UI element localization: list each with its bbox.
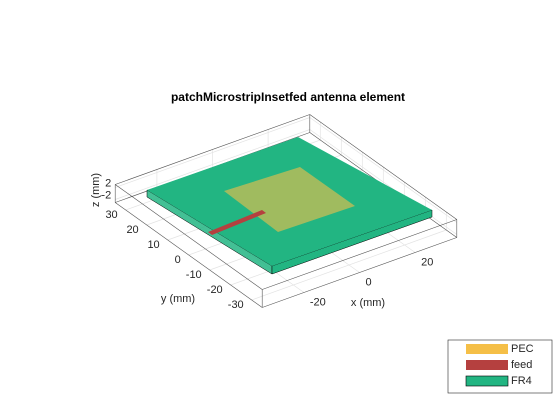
- box-edge: [115, 114, 310, 185]
- x-axis-label: x (mm): [351, 297, 385, 309]
- grid-line: [309, 117, 458, 223]
- box-edge: [115, 202, 263, 308]
- grid-line: [251, 229, 447, 301]
- y-tick-label: 20: [126, 224, 138, 236]
- grid-line: [309, 129, 458, 235]
- y-tick-label: 30: [105, 209, 117, 221]
- x-tick-label: 0: [366, 276, 372, 288]
- y-tick-label: -30: [228, 299, 244, 311]
- x-tick-label: -20: [310, 296, 326, 308]
- legend-label: PEC: [511, 343, 534, 355]
- legend-label: FR4: [511, 375, 532, 387]
- z-tick-label: 2: [105, 177, 111, 189]
- antenna: [146, 137, 433, 275]
- y-tick-label: -10: [186, 269, 202, 281]
- substrate-side: [271, 209, 433, 275]
- x-tick-label: 20: [421, 256, 433, 268]
- z-axis-label: z (mm): [90, 173, 102, 207]
- legend: PEC feed FR4: [447, 339, 553, 394]
- legend-swatch: [466, 344, 508, 354]
- feed-line: [208, 210, 266, 235]
- z-tick-label: -2: [101, 189, 111, 201]
- y-tick-label: -20: [207, 284, 223, 296]
- chart-title: patchMicrostripInsetfed antenna element: [171, 90, 405, 104]
- grid-line: [115, 117, 310, 188]
- legend-label: feed: [511, 359, 532, 371]
- y-axis-label: y (mm): [161, 293, 195, 305]
- legend-swatch: [466, 360, 508, 370]
- y-tick-label: 0: [175, 254, 181, 266]
- box-edge: [115, 184, 263, 290]
- box-edge: [262, 219, 457, 290]
- legend-swatch: [465, 375, 509, 387]
- grid-line: [115, 129, 310, 200]
- y-tick-label: 10: [147, 239, 159, 251]
- box-edge: [262, 237, 457, 308]
- box-edge: [309, 114, 457, 220]
